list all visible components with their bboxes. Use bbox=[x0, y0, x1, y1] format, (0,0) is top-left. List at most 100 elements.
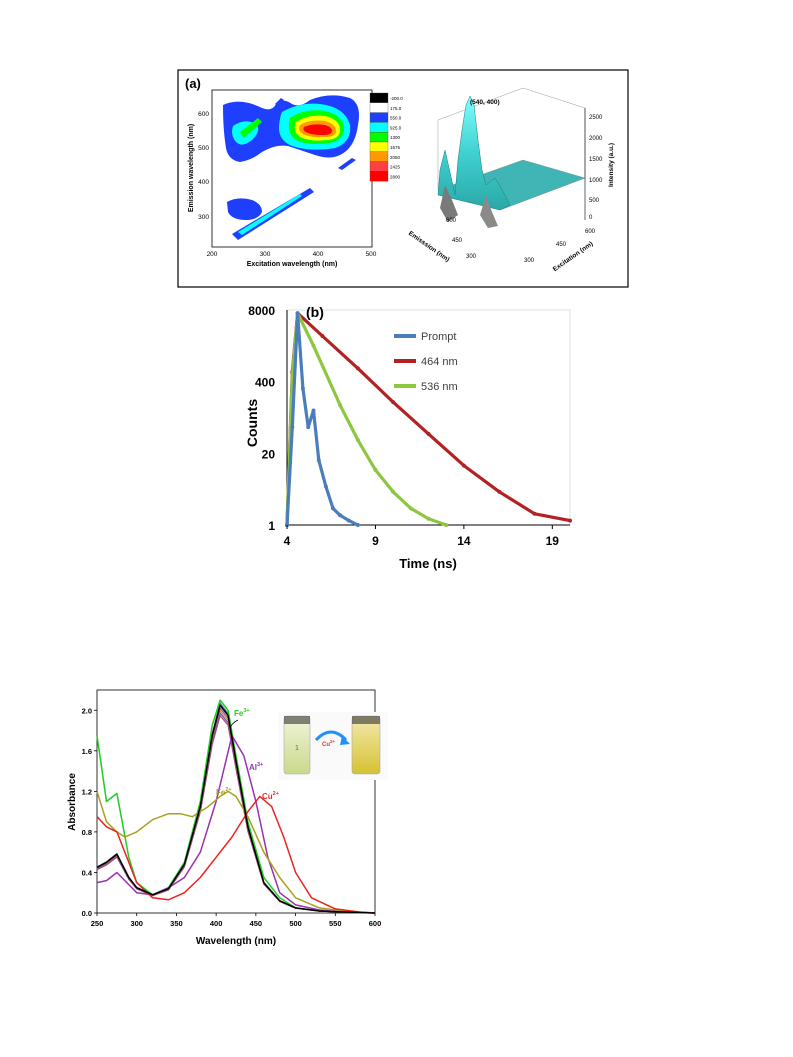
surface-xtick: 300 bbox=[466, 254, 477, 260]
contour-blob-lower bbox=[227, 198, 262, 220]
surface-x-ticks: 600 450 300 bbox=[446, 218, 477, 260]
panel-c: 250 300 350 400 450 500 550 600 0.0 0.4 0.8 1.2 1.6 2… bbox=[67, 689, 388, 947]
surface-peak bbox=[437, 95, 511, 211]
annotation-al3-base: Al bbox=[249, 763, 257, 772]
decay-point bbox=[311, 343, 316, 348]
contour-ticks: 200 300 400 500 300 400 500 600 bbox=[198, 111, 377, 258]
contour-legend-label: 2425 bbox=[390, 165, 401, 170]
decay-ticks: 4 9 14 19 8000 400 20 1 bbox=[248, 304, 559, 548]
annotation-cu2-base: Cu bbox=[262, 792, 273, 801]
contour-legend-swatch bbox=[369, 122, 389, 133]
decay-point bbox=[532, 511, 537, 516]
decay-legend-label: 464 nm bbox=[421, 356, 458, 368]
decay-point bbox=[444, 523, 449, 527]
decay-legend-label: 536 nm bbox=[421, 381, 458, 393]
panel-b: (b) 4 9 14 19 8000 400 20 1 Time (ns) Counts Pr… bbox=[244, 304, 572, 571]
absorbance-x-axis-label: Wavelength (nm) bbox=[196, 936, 276, 947]
decay-point bbox=[426, 516, 431, 521]
decay-point bbox=[290, 425, 295, 430]
contour-legend-label: -200.0 bbox=[390, 96, 403, 101]
annotation-cu2-sup: 2+ bbox=[273, 791, 279, 797]
decay-point bbox=[306, 425, 311, 430]
annotation-fe2-sup: 2+ bbox=[225, 787, 231, 793]
contour-xtick: 400 bbox=[313, 251, 324, 258]
absorbance-xtick-label: 400 bbox=[210, 919, 223, 928]
surface-peak-label: (540, 400) bbox=[470, 99, 500, 106]
decay-xtick-label: 4 bbox=[284, 534, 291, 548]
absorbance-ticks: 250 300 350 400 450 500 550 600 0.0 0.4 0.8 1.2 1.6 2… bbox=[82, 706, 382, 928]
surface-ytick: 300 bbox=[524, 258, 535, 264]
decay-point bbox=[300, 386, 305, 391]
annotation-fe3-sup: 3+ bbox=[243, 708, 249, 714]
absorbance-xtick-label: 300 bbox=[130, 919, 143, 928]
contour-legend-label: 550.0 bbox=[390, 116, 402, 121]
vial-after-cap bbox=[352, 716, 380, 724]
contour-legend-swatch bbox=[369, 161, 389, 172]
decay-point bbox=[568, 518, 572, 523]
inset-vials-photo: 1 Cu2+ bbox=[278, 712, 388, 780]
contour-ytick: 600 bbox=[198, 111, 209, 118]
decay-point bbox=[346, 518, 351, 523]
contour-legend-swatch bbox=[369, 112, 389, 123]
contour-legend-swatch bbox=[369, 141, 389, 152]
contour-legend-label: 1300 bbox=[390, 135, 401, 140]
surface-y-ticks: 300 450 600 bbox=[524, 229, 596, 264]
annotation-fe3: Fe3+ bbox=[234, 708, 250, 718]
decay-legend: Prompt 464 nm 536 nm bbox=[394, 331, 458, 393]
decay-ytick-label: 20 bbox=[262, 447, 276, 461]
surface-xtick: 450 bbox=[452, 238, 463, 244]
vial-label: 1 bbox=[295, 745, 299, 752]
surface-ztick: 500 bbox=[589, 198, 600, 204]
surface-ztick: 2000 bbox=[589, 136, 603, 142]
decay-point bbox=[331, 506, 335, 511]
decay-ytick-label: 400 bbox=[255, 376, 275, 390]
contour-x-axis-label: Excitation wavelength (nm) bbox=[247, 261, 338, 268]
surface-ztick: 1500 bbox=[589, 157, 603, 163]
contour-legend-label: 2050 bbox=[390, 155, 401, 160]
contour-scatter-core bbox=[238, 194, 302, 235]
decay-point bbox=[338, 513, 343, 518]
contour-spot bbox=[275, 98, 284, 106]
contour-legend-label: 175.0 bbox=[390, 106, 402, 111]
surface-xtick: 600 bbox=[446, 218, 457, 224]
decay-ytick-label: 8000 bbox=[248, 304, 275, 318]
absorbance-series-cu2- bbox=[96, 795, 376, 914]
contour-legend-label: 925.0 bbox=[390, 125, 402, 130]
absorbance-ytick-label: 2.0 bbox=[82, 706, 92, 715]
annotation-fe2: Fe2+ bbox=[216, 787, 232, 797]
contour-xtick: 300 bbox=[260, 251, 271, 258]
contour-legend-swatch bbox=[369, 102, 389, 113]
absorbance-series-group bbox=[96, 699, 376, 914]
contour-plot: 200 300 400 500 300 400 500 600 Excitati… bbox=[188, 89, 377, 268]
absorbance-ytick-label: 1.2 bbox=[82, 787, 92, 796]
absorbance-xtick-label: 450 bbox=[250, 919, 263, 928]
decay-legend-label: Prompt bbox=[421, 331, 456, 343]
contour-small-green bbox=[240, 118, 262, 138]
surface-ztick: 0 bbox=[589, 215, 593, 221]
inset-arrow-head bbox=[340, 736, 350, 745]
absorbance-xtick-label: 500 bbox=[289, 919, 302, 928]
absorbance-xtick-label: 350 bbox=[170, 919, 183, 928]
surface-shadow-right bbox=[480, 195, 498, 228]
contour-y-axis-label: Emission wavelength (nm) bbox=[188, 124, 195, 212]
surface-ztick: 1000 bbox=[589, 178, 603, 184]
absorbance-series-al3- bbox=[96, 734, 376, 914]
absorbance-ytick-label: 0.0 bbox=[82, 909, 92, 918]
contour-ytick: 500 bbox=[198, 145, 209, 152]
panel-b-label: (b) bbox=[306, 304, 324, 320]
decay-point bbox=[391, 489, 396, 494]
contour-xtick: 500 bbox=[366, 251, 377, 258]
absorbance-ytick-label: 1.6 bbox=[82, 747, 92, 756]
absorbance-series-sensor-1 bbox=[96, 704, 376, 914]
contour-level-red bbox=[303, 124, 332, 135]
contour-legend-swatch bbox=[369, 171, 389, 182]
decay-ytick-label: 1 bbox=[268, 519, 275, 533]
contour-xtick: 200 bbox=[207, 251, 218, 258]
contour-ytick: 400 bbox=[198, 179, 209, 186]
contour-streak-upper bbox=[338, 158, 356, 170]
decay-xtick-label: 19 bbox=[546, 534, 560, 548]
decay-point bbox=[373, 467, 378, 472]
decay-point bbox=[461, 463, 466, 468]
inset-arrow-label-sup: 2+ bbox=[330, 739, 336, 744]
decay-y-axis-label: Counts bbox=[244, 399, 260, 447]
